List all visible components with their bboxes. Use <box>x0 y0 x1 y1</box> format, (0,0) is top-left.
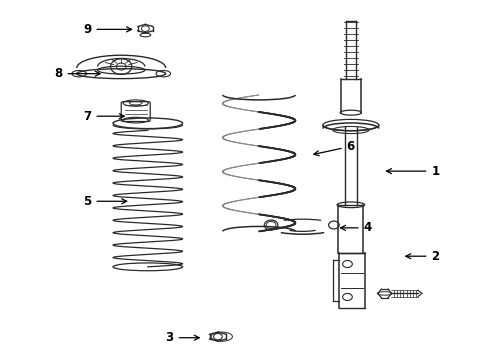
Text: 1: 1 <box>386 165 439 177</box>
Text: 6: 6 <box>313 140 354 156</box>
Text: 7: 7 <box>83 110 124 123</box>
Text: 4: 4 <box>340 221 371 234</box>
Text: 5: 5 <box>83 195 126 208</box>
Text: 9: 9 <box>83 23 131 36</box>
Text: 3: 3 <box>165 331 199 344</box>
Text: 8: 8 <box>54 67 100 80</box>
Text: 2: 2 <box>405 250 439 263</box>
